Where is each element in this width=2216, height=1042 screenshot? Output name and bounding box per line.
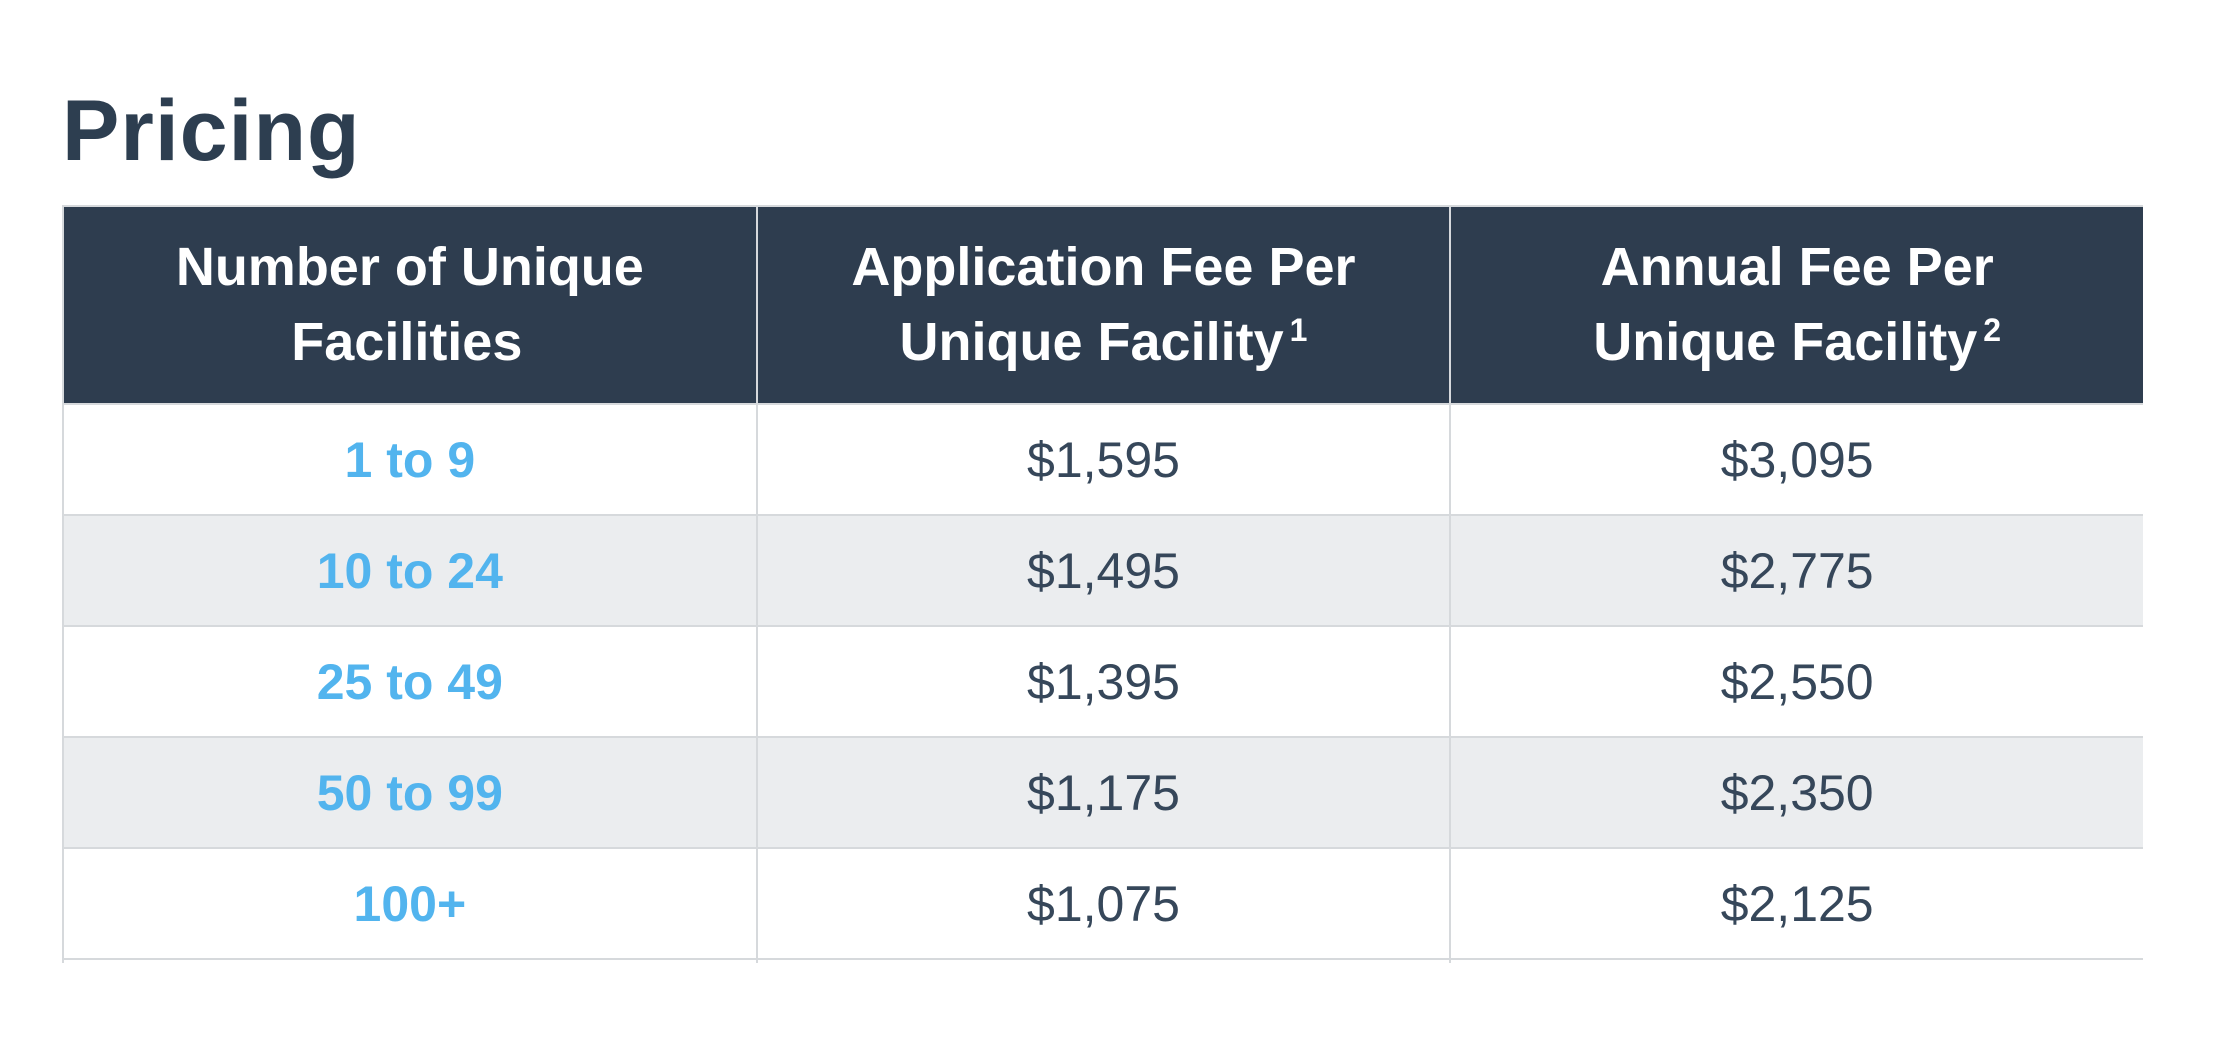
clipped-row xyxy=(64,960,2143,963)
col-header-application-fee: Application Fee Per Unique Facility 1 xyxy=(757,207,1452,405)
col-header-label: Application Fee Per Unique Facility xyxy=(851,237,1356,372)
application-fee-cell: $1,495 xyxy=(757,516,1452,627)
clipped-cell xyxy=(1451,960,2143,963)
tier-cell: 10 to 24 xyxy=(64,516,758,627)
tier-cell: 1 to 9 xyxy=(64,405,758,516)
tier-cell: 50 to 99 xyxy=(64,738,758,849)
col-header-annual-fee: Annual Fee Per Unique Facility 2 xyxy=(1451,207,2143,405)
table-row: 50 to 99 $1,175 $2,350 xyxy=(64,738,2143,849)
pricing-table-container: Number of Unique Facilities Application … xyxy=(62,205,2143,963)
pricing-table: Number of Unique Facilities Application … xyxy=(62,205,2143,963)
col-header-label: Annual Fee Per Unique Facility xyxy=(1593,237,1994,372)
col-header-number-of-facilities: Number of Unique Facilities xyxy=(64,207,758,405)
tier-cell: 25 to 49 xyxy=(64,627,758,738)
pricing-table-body: 1 to 9 $1,595 $3,095 10 to 24 $1,495 $2,… xyxy=(64,405,2143,963)
application-fee-cell: $1,395 xyxy=(757,627,1452,738)
footnote-marker-1: 1 xyxy=(1289,312,1308,348)
pricing-table-header: Number of Unique Facilities Application … xyxy=(64,207,2143,405)
annual-fee-cell: $2,550 xyxy=(1451,627,2143,738)
clipped-cell xyxy=(757,960,1452,963)
annual-fee-cell: $2,350 xyxy=(1451,738,2143,849)
application-fee-cell: $1,175 xyxy=(757,738,1452,849)
application-fee-cell: $1,595 xyxy=(757,405,1452,516)
annual-fee-cell: $3,095 xyxy=(1451,405,2143,516)
clipped-cell xyxy=(64,960,758,963)
col-header-label: Number of Unique Facilities xyxy=(175,237,644,372)
header-row: Number of Unique Facilities Application … xyxy=(64,207,2143,405)
table-row: 10 to 24 $1,495 $2,775 xyxy=(64,516,2143,627)
tier-cell: 100+ xyxy=(64,849,758,960)
table-row: 100+ $1,075 $2,125 xyxy=(64,849,2143,960)
annual-fee-cell: $2,125 xyxy=(1451,849,2143,960)
footnote-marker-2: 2 xyxy=(1983,312,2002,348)
page-title: Pricing xyxy=(62,83,361,179)
annual-fee-cell: $2,775 xyxy=(1451,516,2143,627)
application-fee-cell: $1,075 xyxy=(757,849,1452,960)
table-row: 25 to 49 $1,395 $2,550 xyxy=(64,627,2143,738)
table-row: 1 to 9 $1,595 $3,095 xyxy=(64,405,2143,516)
